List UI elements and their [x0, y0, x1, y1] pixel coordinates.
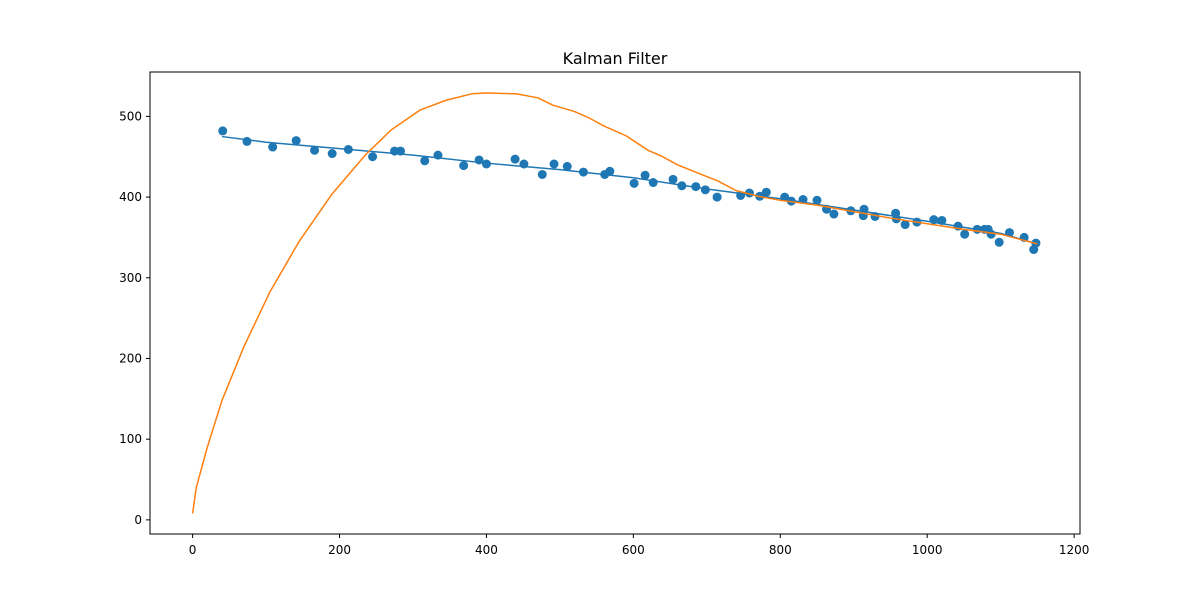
series-0-point: [605, 166, 615, 176]
series-0-point: [481, 159, 491, 169]
series-0-point: [537, 169, 547, 179]
series-0-point: [712, 192, 722, 202]
series-1-line: [221, 135, 1038, 245]
series-0-point: [829, 209, 839, 219]
series-0-point: [648, 178, 658, 188]
series-0-point: [700, 185, 710, 195]
plot-area: 0 200 400 600 800 1000 1200 0 100 200 300 400 500: [119, 71, 1090, 557]
y-tick-label: 400: [119, 190, 142, 204]
x-tick-label: 200: [328, 543, 351, 557]
x-tick-label: 1000: [912, 543, 943, 557]
x-tick-label: 1200: [1059, 543, 1090, 557]
axes-frame: [149, 71, 1081, 535]
series-0-point: [420, 156, 430, 166]
series-0-point: [960, 229, 970, 239]
series-0-point: [668, 174, 678, 184]
series-0-point: [218, 126, 228, 136]
series-0-point: [629, 178, 639, 188]
series-0-point: [761, 187, 771, 197]
series-0-point: [812, 195, 822, 205]
series-0-point: [459, 161, 469, 171]
series-0-point: [994, 237, 1004, 247]
series-0-point: [268, 142, 278, 152]
series-0-point: [562, 161, 572, 171]
x-tick-label: 600: [622, 543, 645, 557]
series-0-point: [640, 170, 650, 180]
x-tick-label: 800: [769, 543, 792, 557]
x-tick-label: 0: [189, 543, 197, 557]
series-0-point: [310, 145, 320, 155]
x-tick-label: 400: [475, 543, 498, 557]
series-0-point: [510, 154, 520, 164]
chart-title: Kalman Filter: [563, 49, 668, 68]
series-0-point: [327, 149, 337, 159]
series-0-point: [242, 136, 252, 146]
y-tick-label: 300: [119, 271, 142, 285]
series-0-point: [900, 220, 910, 230]
y-tick-label: 0: [134, 513, 142, 527]
y-tick-label: 500: [119, 109, 142, 123]
series-0-point: [549, 159, 559, 169]
y-tick-label: 100: [119, 432, 142, 446]
series-0-point: [291, 136, 301, 146]
series-0-point: [368, 152, 378, 162]
y-tick-label: 200: [119, 351, 142, 365]
series-2-line: [191, 92, 1038, 514]
